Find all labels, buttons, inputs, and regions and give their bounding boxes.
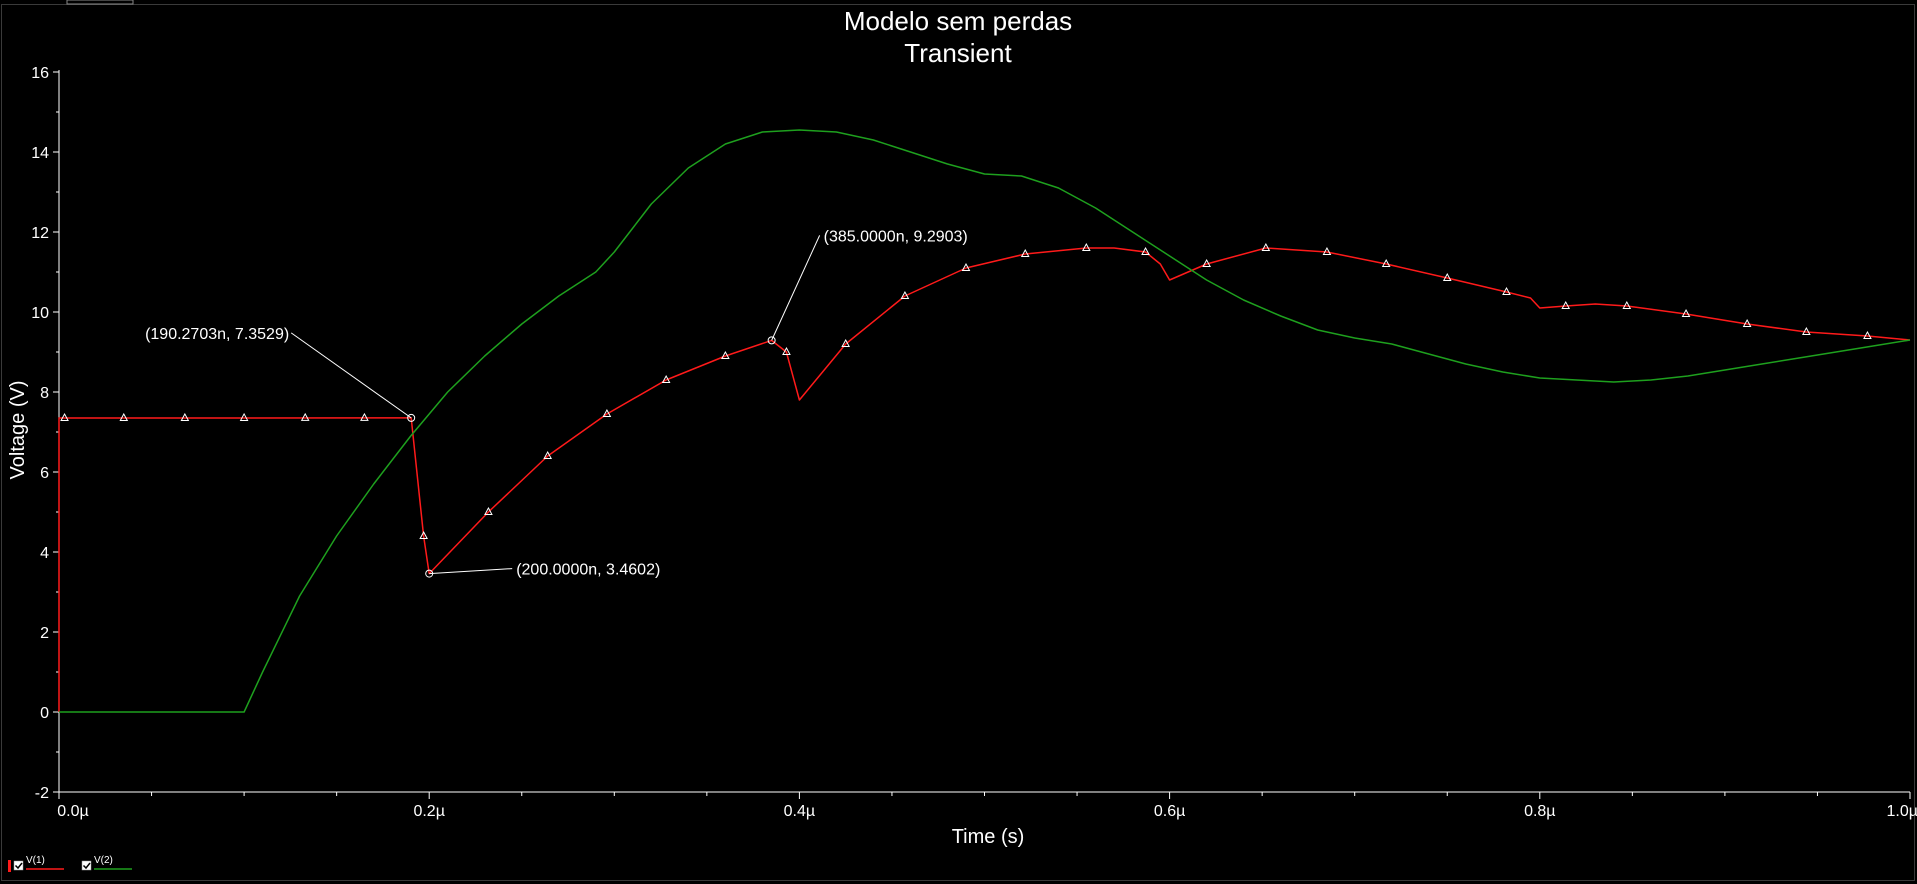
data-point-marker: [1261, 242, 1271, 251]
data-point-marker: [900, 290, 910, 299]
legend-label: V(1): [26, 855, 45, 866]
data-point-marker: [1442, 272, 1452, 281]
data-point-marker: [1381, 258, 1391, 267]
chart-subtitle: Transient: [904, 38, 1012, 68]
x-axis-label: Time (s): [952, 826, 1025, 848]
annotation-leader: [290, 332, 412, 419]
legend-selected-marker: [8, 860, 11, 872]
x-tick-label: 0.4µ: [784, 803, 815, 820]
data-point-marker: [1863, 330, 1872, 339]
legend-checkbox[interactable]: [13, 860, 24, 871]
annotation-label: (190.2703n, 7.3529): [145, 326, 289, 343]
data-point-marker: [60, 412, 69, 421]
annotation-label: (200.0000n, 3.4602): [516, 562, 660, 579]
y-tick-label: 4: [40, 545, 49, 562]
chart-title: Modelo sem perdas: [844, 6, 1072, 36]
top-scroll-handle[interactable]: [66, 0, 134, 5]
data-point-marker: [1020, 248, 1030, 257]
checkmark-icon: [14, 862, 23, 870]
data-point-marker: [1622, 300, 1632, 309]
data-point-marker: [721, 350, 730, 359]
annotation-label: (385.0000n, 9.2903): [824, 228, 968, 245]
annotation-marker: [407, 413, 416, 422]
data-point-marker: [180, 412, 190, 421]
y-tick-label: 16: [31, 65, 49, 82]
x-tick-label: 0.2µ: [413, 803, 444, 820]
legend-label: V(2): [94, 855, 113, 866]
x-tick-label: 0.6µ: [1154, 803, 1185, 820]
annotation-layer: (190.2703n, 7.3529) (200.0000n, 3.4602) (3…: [145, 228, 968, 578]
annotation-marker: [425, 569, 434, 578]
legend-checkbox[interactable]: [81, 860, 92, 871]
data-point-marker: [661, 374, 671, 383]
x-tick-label: 0.0µ: [57, 803, 88, 820]
y-tick-label: 8: [40, 385, 49, 402]
y-tick-label: 6: [40, 465, 49, 482]
data-point-marker: [1742, 318, 1752, 327]
data-point-marker: [484, 506, 493, 515]
y-tick-label: -2: [35, 785, 49, 802]
annotation-leader: [771, 235, 821, 341]
data-point-marker: [961, 262, 971, 271]
data-point-marker: [1681, 308, 1691, 317]
data-point-marker: [841, 338, 851, 347]
data-point-marker: [119, 412, 129, 421]
y-tick-label: 2: [40, 625, 49, 642]
series-line-v1: [58, 247, 1911, 712]
data-point-marker: [1081, 242, 1091, 251]
data-point-marker: [782, 346, 791, 355]
x-tick-label: 1.0µ: [1887, 803, 1917, 820]
chart-frame: [1, 4, 1915, 881]
series-layer: [58, 129, 1911, 713]
y-tick-label: 14: [31, 145, 49, 162]
data-point-marker: [602, 408, 612, 417]
checkmark-icon: [82, 862, 91, 870]
data-point-marker: [300, 412, 310, 421]
y-tick-label: 10: [31, 305, 49, 322]
data-point-marker: [1141, 246, 1150, 255]
legend: V(1) V(2): [8, 855, 132, 872]
data-point-marker: [1322, 246, 1332, 255]
data-point-marker: [239, 412, 249, 421]
annotation-marker: [767, 336, 776, 345]
series-line-v2: [59, 129, 1911, 713]
y-axis-label: Voltage (V): [7, 381, 29, 480]
data-point-marker: [1202, 258, 1211, 267]
data-point-marker: [543, 450, 553, 459]
data-point-marker: [360, 412, 369, 421]
annotation-leader: [429, 568, 513, 575]
y-tick-label: 12: [31, 225, 49, 242]
x-tick-label: 0.8µ: [1524, 803, 1555, 820]
data-point-marker: [419, 530, 428, 539]
data-point-marker: [1502, 286, 1511, 295]
y-tick-label: 0: [40, 705, 49, 722]
data-point-marker: [1561, 300, 1571, 309]
data-point-marker: [1802, 326, 1811, 335]
